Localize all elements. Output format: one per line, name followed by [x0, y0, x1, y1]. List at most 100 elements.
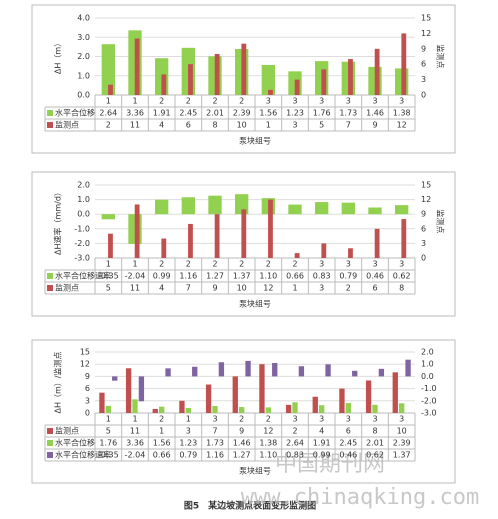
- table-value: 1.37: [233, 272, 251, 281]
- table-value: 1.76: [99, 439, 117, 448]
- tick-label: 3: [421, 239, 426, 248]
- tick-label: 6: [85, 384, 90, 393]
- bar: [368, 207, 382, 215]
- x-tick-label: 2: [186, 260, 191, 269]
- table-value: 3: [319, 284, 324, 293]
- table-value: 0.83: [286, 451, 304, 460]
- table-value: 1.56: [153, 439, 171, 448]
- table-value: 3.36: [126, 439, 144, 448]
- x-tick-label: 2: [159, 415, 164, 424]
- x-tick-label: 3: [346, 260, 351, 269]
- x-tick-label: 2: [159, 260, 164, 269]
- bar: [298, 366, 305, 377]
- table-value: 1.23: [286, 109, 304, 118]
- tick-label: 3: [421, 75, 426, 84]
- y2-axis-label: 监测点: [436, 210, 446, 234]
- table-value: 6: [186, 121, 191, 130]
- bar: [348, 59, 353, 95]
- table-value: -2.04: [125, 451, 146, 460]
- table-value: 0.99: [153, 272, 171, 281]
- tick-label: -3.0: [421, 409, 437, 418]
- table-value: 11: [130, 284, 140, 293]
- x-tick-label: 1: [106, 97, 111, 106]
- bar: [132, 399, 138, 413]
- table-value: 1.46: [233, 439, 251, 448]
- table-value: 1.27: [233, 451, 251, 460]
- table-value: 1.10: [259, 272, 277, 281]
- bar: [294, 79, 300, 95]
- table-value: 0.62: [366, 451, 384, 460]
- bar: [325, 364, 331, 377]
- bar: [181, 197, 195, 215]
- table-value: 3.36: [126, 109, 144, 118]
- bar: [352, 370, 358, 377]
- table-value: 1.16: [206, 451, 224, 460]
- bar: [259, 364, 265, 413]
- table-value: 1.73: [339, 109, 357, 118]
- watermark-name: 中国期刊网: [275, 452, 385, 477]
- tick-label: 12: [421, 29, 431, 38]
- table-value: 1: [292, 284, 297, 293]
- table-value: 4: [159, 121, 164, 130]
- bar: [392, 372, 398, 413]
- legend-swatch: [47, 428, 53, 434]
- bar: [165, 368, 171, 377]
- x-tick-label: 3: [266, 97, 271, 106]
- table-value: 5: [106, 284, 111, 293]
- table-value: 11: [130, 121, 140, 130]
- tick-label: 15: [421, 14, 431, 23]
- bar: [232, 376, 238, 413]
- tick-label: 0.0: [77, 91, 90, 100]
- x-tick-label: 2: [239, 97, 244, 106]
- tick-label: 1.0: [77, 195, 90, 204]
- table-value: -0.35: [98, 272, 119, 281]
- table-value: -2.04: [125, 272, 146, 281]
- table-value: 2.39: [393, 439, 411, 448]
- bar: [378, 368, 385, 377]
- tick-label: 0: [421, 91, 426, 100]
- table-value: 10: [237, 284, 247, 293]
- bar: [188, 64, 193, 95]
- bar: [214, 53, 220, 95]
- bar: [192, 366, 198, 377]
- table-value: 0.46: [339, 451, 357, 460]
- table-value: 2.01: [206, 109, 224, 118]
- bar: [292, 402, 298, 413]
- table-value: 12: [263, 284, 273, 293]
- bar: [268, 199, 273, 258]
- x-tick-label: 3: [372, 415, 377, 424]
- bar: [245, 360, 251, 377]
- table-value: 0.83: [313, 272, 331, 281]
- bar: [214, 214, 220, 258]
- x-tick-label: 2: [159, 97, 164, 106]
- tick-label: 3.0: [77, 33, 90, 42]
- table-value: 9: [372, 121, 377, 130]
- table-value: 2.64: [99, 109, 117, 118]
- tick-label: 0: [85, 409, 90, 418]
- bar: [312, 396, 318, 413]
- bar: [268, 89, 273, 95]
- bar: [345, 403, 351, 413]
- bar: [155, 199, 169, 215]
- bar: [185, 407, 191, 413]
- bar: [235, 194, 249, 215]
- x-axis-label: 泵块组号: [239, 466, 271, 476]
- tick-label: 2.0: [77, 181, 90, 190]
- x-tick-label: 3: [372, 97, 377, 106]
- x-tick-label: 3: [346, 97, 351, 106]
- table-value: 2.01: [366, 439, 384, 448]
- tick-label: 2.0: [421, 348, 434, 357]
- bar: [374, 228, 380, 258]
- table-value: 10: [237, 121, 247, 130]
- table-value: 6: [346, 427, 351, 436]
- table-value: 9: [212, 284, 217, 293]
- bar: [315, 202, 329, 215]
- x-tick-label: 1: [132, 97, 137, 106]
- legend-label: 水平合位移速率: [55, 271, 111, 281]
- table-value: 5: [106, 427, 111, 436]
- bar: [401, 219, 407, 258]
- bar: [188, 223, 193, 258]
- legend-swatch: [47, 110, 53, 116]
- tick-label: 1.0: [421, 360, 434, 369]
- tick-label: 15: [421, 181, 431, 190]
